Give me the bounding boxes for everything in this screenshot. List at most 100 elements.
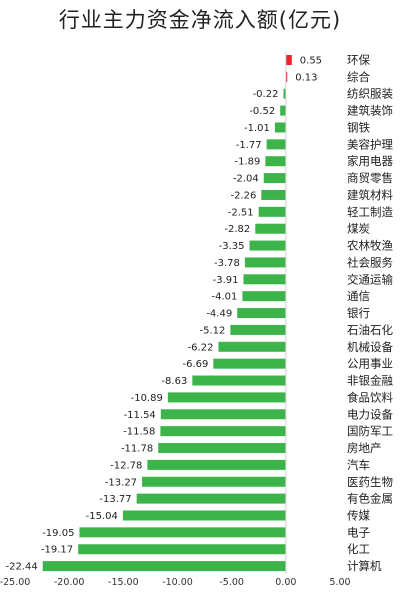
bar-17 xyxy=(230,324,286,335)
value-label-21: -10.89 xyxy=(131,393,163,404)
category-label-9: 建筑材料 xyxy=(347,188,393,202)
value-label-27: -13.77 xyxy=(99,494,131,505)
x-tick-label-2: -20.00 xyxy=(54,577,85,588)
bar-15 xyxy=(242,291,286,302)
bar-19 xyxy=(213,358,286,369)
bar-27 xyxy=(136,493,286,504)
value-label-19: -6.69 xyxy=(182,359,208,370)
bar-24 xyxy=(158,443,286,454)
value-label-12: -3.35 xyxy=(219,241,245,252)
value-label-9: -2.26 xyxy=(230,190,256,201)
bar-25 xyxy=(147,459,286,470)
value-label-28: -15.04 xyxy=(86,511,118,522)
category-label-28: 传媒 xyxy=(347,508,370,522)
x-tick-label-3: -15.00 xyxy=(108,577,139,588)
bar-23 xyxy=(160,426,286,437)
bar-18 xyxy=(218,341,286,352)
bar-11 xyxy=(255,223,286,234)
category-label-17: 石油石化 xyxy=(347,323,393,337)
x-axis: -25.00 -20.00 -15.00 -10.00 -5.00 0.00 5.00 xyxy=(0,52,351,588)
value-label-18: -6.22 xyxy=(188,342,214,353)
category-label-26: 医药生物 xyxy=(347,475,393,489)
value-label-26: -13.27 xyxy=(105,477,137,488)
value-label-4: -0.52 xyxy=(249,106,275,117)
bar-22 xyxy=(160,409,286,420)
value-label-3: -0.22 xyxy=(253,89,279,100)
value-label-7: -1.89 xyxy=(234,157,260,168)
category-label-31: 计算机 xyxy=(347,559,382,573)
bar-21 xyxy=(167,392,286,403)
x-tick-label-1: -25.00 xyxy=(0,577,30,588)
category-label-3: 纺织服装 xyxy=(347,87,393,101)
value-label-31: -22.44 xyxy=(5,562,37,573)
value-label-8: -2.04 xyxy=(233,174,259,185)
category-label-21: 食品饮料 xyxy=(347,390,393,404)
category-label-29: 电子 xyxy=(347,525,370,539)
value-label-16: -4.49 xyxy=(206,309,232,320)
category-label-16: 银行 xyxy=(347,306,370,320)
bar-7 xyxy=(265,156,286,167)
bar-3 xyxy=(283,88,286,99)
value-label-24: -11.78 xyxy=(121,444,153,455)
bars-layer xyxy=(42,55,292,572)
bar-31 xyxy=(42,561,286,572)
category-label-25: 汽车 xyxy=(347,458,370,472)
value-label-13: -3.78 xyxy=(214,258,240,269)
bar-6 xyxy=(266,139,286,150)
category-label-15: 通信 xyxy=(347,289,370,303)
category-label-10: 轻工制造 xyxy=(347,205,393,219)
category-label-8: 商贸零售 xyxy=(347,171,393,185)
category-label-5: 钢铁 xyxy=(347,120,370,134)
labels-layer: 0.55 环保 0.13 综合 -0.22 纺织服装 -0.52 建筑装饰 -1.01 钢铁 -1.… xyxy=(5,53,393,573)
category-label-2: 综合 xyxy=(347,70,370,84)
category-label-12: 农林牧渔 xyxy=(347,239,393,253)
value-label-23: -11.58 xyxy=(123,427,155,438)
value-label-17: -5.12 xyxy=(199,325,225,336)
value-label-25: -12.78 xyxy=(110,460,142,471)
value-label-30: -19.17 xyxy=(41,545,73,556)
value-label-20: -8.63 xyxy=(161,376,187,387)
category-label-1: 环保 xyxy=(347,53,370,67)
value-label-15: -4.01 xyxy=(212,292,238,303)
value-label-5: -1.01 xyxy=(244,123,270,134)
category-label-30: 化工 xyxy=(347,542,370,556)
category-label-13: 社会服务 xyxy=(347,255,393,269)
value-label-10: -2.51 xyxy=(228,207,254,218)
chart-title: 行业主力资金净流入额(亿元) xyxy=(58,8,342,32)
category-label-18: 机械设备 xyxy=(347,340,393,354)
value-label-2: 0.13 xyxy=(295,72,317,83)
category-label-23: 国防军工 xyxy=(347,424,393,438)
x-tick-label-7: 5.00 xyxy=(329,577,350,588)
bar-12 xyxy=(249,240,286,251)
category-label-7: 家用电器 xyxy=(347,154,393,168)
x-tick-label-4: -10.00 xyxy=(162,577,193,588)
bar-2 xyxy=(285,71,288,82)
value-label-1: 0.55 xyxy=(300,56,322,67)
x-tick-label-5: -5.00 xyxy=(219,577,244,588)
category-label-4: 建筑装饰 xyxy=(347,104,393,118)
x-tick-label-6: 0.00 xyxy=(275,577,296,588)
category-label-24: 房地产 xyxy=(347,441,382,455)
bar-14 xyxy=(243,274,286,285)
value-label-22: -11.54 xyxy=(124,410,156,421)
bar-1 xyxy=(285,55,292,65)
bar-5 xyxy=(274,122,286,133)
bar-10 xyxy=(258,206,286,217)
category-label-22: 电力设备 xyxy=(347,407,393,421)
category-label-27: 有色金属 xyxy=(347,492,393,506)
value-label-11: -2.82 xyxy=(224,224,250,235)
category-label-19: 公用事业 xyxy=(347,357,393,371)
bar-9 xyxy=(261,189,286,200)
bar-28 xyxy=(122,510,286,521)
bar-8 xyxy=(263,173,286,184)
bar-16 xyxy=(237,308,286,319)
bar-26 xyxy=(142,476,286,487)
bar-20 xyxy=(192,375,286,386)
value-label-6: -1.77 xyxy=(236,140,262,151)
category-label-11: 煤炭 xyxy=(347,222,370,236)
bar-30 xyxy=(78,544,286,555)
category-label-6: 美容护理 xyxy=(347,137,393,151)
category-label-20: 非银金融 xyxy=(347,374,393,388)
category-label-14: 交通运输 xyxy=(347,272,393,286)
